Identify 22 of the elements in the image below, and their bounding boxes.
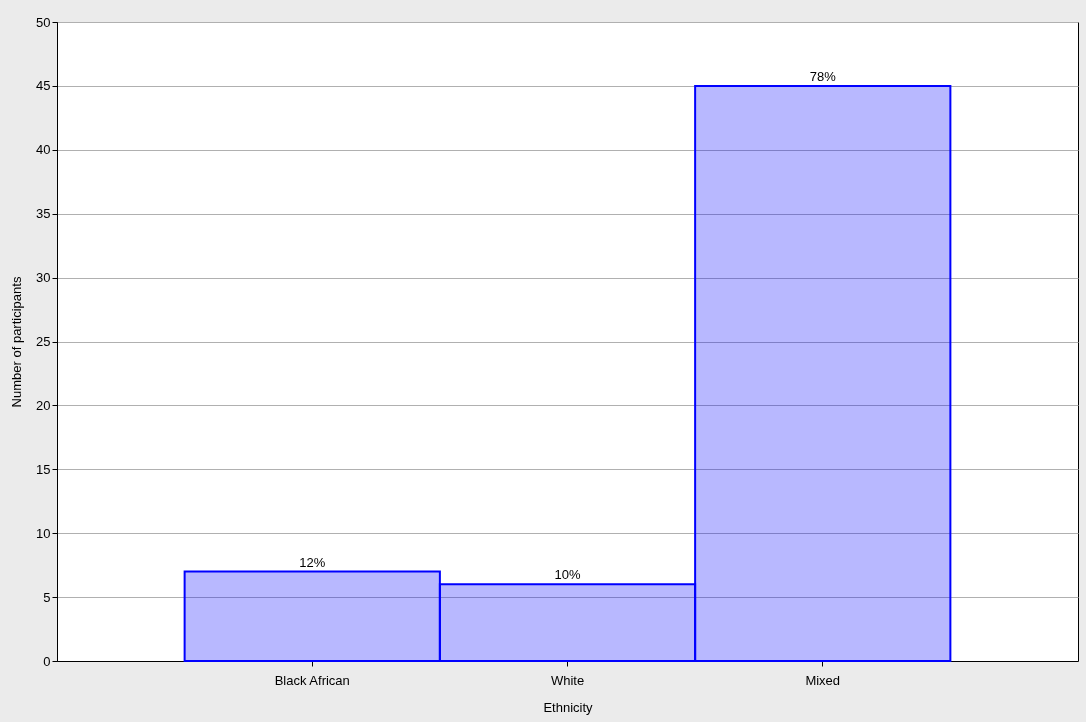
bar [438,583,697,662]
x-tick-label: Black African [274,672,350,688]
y-tick-label: 30 [36,270,51,286]
y-tick-label: 5 [43,589,51,605]
y-tick-label: 10 [36,525,51,541]
annotation: 78% [809,68,837,84]
y-tick-label: 40 [36,142,51,158]
annotation: 12% [299,554,326,570]
y-tick-label: 25 [36,334,51,349]
bar [694,84,952,662]
annotation: 10% [554,567,581,583]
x-tick-label: White [550,672,585,688]
y-tick-label: 35 [36,206,51,222]
x-tick-label: Mixed [805,672,841,688]
y-tick-label: 50 [36,14,51,30]
bar [183,570,441,662]
x-axis-title: Ethnicity [543,699,594,715]
y-tick-label: 20 [36,397,51,413]
y-axis-title: Number of participants [9,276,25,408]
y-tick-label: 15 [36,461,51,477]
y-tick-label: 45 [36,78,51,94]
y-tick-label: 0 [43,653,51,669]
